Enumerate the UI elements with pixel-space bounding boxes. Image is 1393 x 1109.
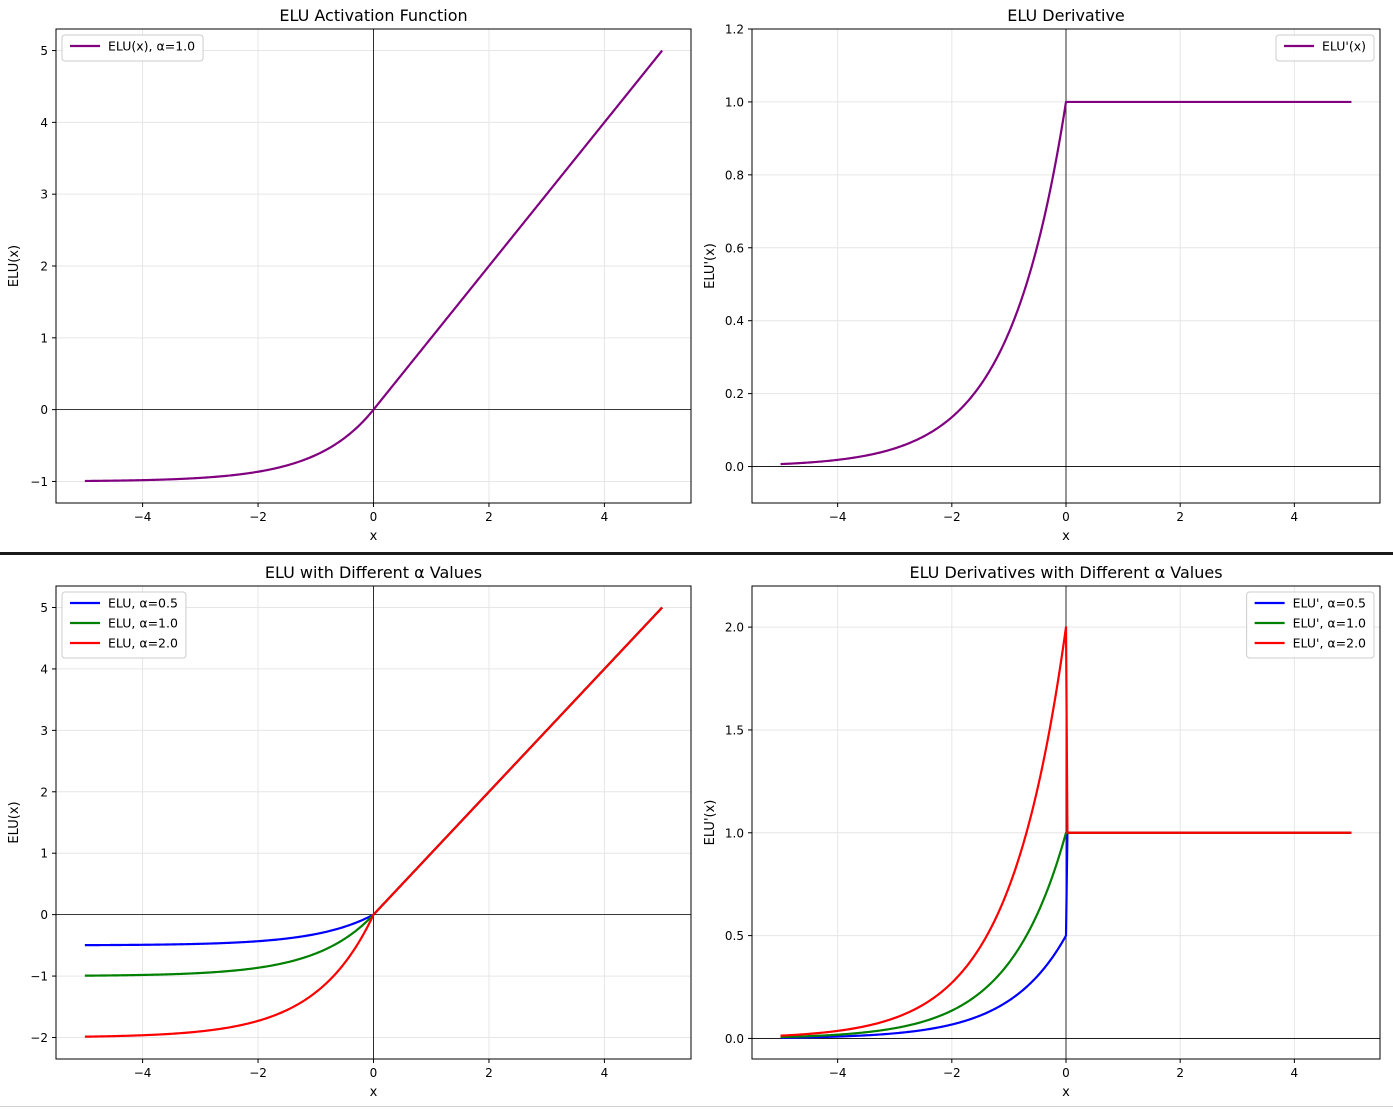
legend-label: ELU', α=0.5 xyxy=(1293,596,1366,611)
x-tick-label: 2 xyxy=(485,510,493,524)
chart-panel-3: −4 −2 0 2 4 −2 −1 0 1 2 3 4 5 ELU with Different α Va… xyxy=(7,563,692,1100)
y-tick-label: 2 xyxy=(40,785,48,799)
y-tick-label: 0.0 xyxy=(725,460,744,474)
legend: ELU', α=0.5 ELU', α=1.0 ELU', α=2.0 xyxy=(1246,591,1375,659)
legend-label: ELU, α=2.0 xyxy=(108,636,178,651)
y-tick-label: 1.5 xyxy=(725,723,744,737)
y-tick-label: 2 xyxy=(40,260,48,274)
x-tick-label: −4 xyxy=(829,510,847,524)
y-axis-label: ELU(x) xyxy=(7,801,22,843)
y-tick-label: 0.5 xyxy=(725,929,744,943)
series-line-3 xyxy=(84,606,663,1038)
panel-divider xyxy=(0,552,1393,555)
series-line-3 xyxy=(780,626,1352,1037)
legend: ELU'(x) xyxy=(1275,34,1375,62)
x-tick-label: −2 xyxy=(249,1066,267,1080)
x-tick-label: 4 xyxy=(601,510,609,524)
x-axis-label: x xyxy=(370,1085,378,1100)
bottom-rule xyxy=(0,1106,1393,1107)
x-axis-label: x xyxy=(1062,1085,1070,1100)
y-tick-label: 0.6 xyxy=(725,241,744,255)
x-tick-label: −4 xyxy=(134,1066,152,1080)
legend-label: ELU(x), α=1.0 xyxy=(108,39,195,54)
chart-title: ELU Derivatives with Different α Values xyxy=(909,563,1222,582)
x-tick-label: 2 xyxy=(1176,510,1184,524)
legend-label: ELU', α=2.0 xyxy=(1293,636,1366,651)
legend-label: ELU, α=0.5 xyxy=(108,596,178,611)
x-tick-label: 2 xyxy=(485,1066,493,1080)
y-tick-label: 1 xyxy=(40,331,48,345)
y-tick-label: 0 xyxy=(40,403,48,417)
x-axis-label: x xyxy=(370,529,378,544)
y-tick-label: 1.0 xyxy=(725,95,744,109)
y-tick-label: 0 xyxy=(40,908,48,922)
series-line-1 xyxy=(84,49,663,483)
y-tick-label: 4 xyxy=(40,662,48,676)
chart-panel-2: −4 −2 0 2 4 0.0 0.2 0.4 0.6 0.8 1.0 1.2 ELU Derivati… xyxy=(703,6,1381,544)
x-tick-label: 4 xyxy=(1291,510,1299,524)
legend-box xyxy=(61,34,204,62)
y-tick-label: 0.2 xyxy=(725,387,744,401)
legend: ELU(x), α=1.0 xyxy=(61,34,204,62)
y-tick-label: 0.0 xyxy=(725,1032,744,1046)
legend-box xyxy=(1246,591,1375,659)
chart-title: ELU Activation Function xyxy=(279,6,467,25)
y-tick-label: 0.4 xyxy=(725,314,744,328)
y-tick-label: −1 xyxy=(30,970,48,984)
x-tick-label: 0 xyxy=(370,510,378,524)
y-tick-label: 1 xyxy=(40,847,48,861)
y-axis-label: ELU'(x) xyxy=(703,800,718,846)
chart-title: ELU with Different α Values xyxy=(265,563,482,582)
y-tick-label: 0.8 xyxy=(725,168,744,182)
x-tick-label: −4 xyxy=(829,1066,847,1080)
x-tick-label: 4 xyxy=(1291,1066,1299,1080)
legend-label: ELU'(x) xyxy=(1322,39,1366,54)
y-tick-label: 3 xyxy=(40,724,48,738)
legend-box xyxy=(1275,34,1375,62)
x-tick-label: 0 xyxy=(1062,510,1070,524)
y-axis-label: ELU'(x) xyxy=(703,243,718,289)
legend-box xyxy=(61,591,187,659)
y-tick-label: 5 xyxy=(40,601,48,615)
x-axis-label: x xyxy=(1062,529,1070,544)
y-tick-label: −1 xyxy=(30,475,48,489)
legend-label: ELU, α=1.0 xyxy=(108,616,178,631)
x-tick-label: −2 xyxy=(943,1066,961,1080)
y-tick-label: 1.0 xyxy=(725,826,744,840)
x-tick-label: 4 xyxy=(601,1066,609,1080)
y-tick-label: 3 xyxy=(40,188,48,202)
legend: ELU, α=0.5 ELU, α=1.0 ELU, α=2.0 xyxy=(61,591,187,659)
y-axis-label: ELU(x) xyxy=(7,245,22,287)
chart-panel-1: −4 −2 0 2 4 −1 0 1 2 3 4 5 ELU Activation Function x E… xyxy=(7,6,692,544)
x-tick-label: 0 xyxy=(1062,1066,1070,1080)
chart-title: ELU Derivative xyxy=(1007,6,1125,25)
chart-panel-4: −4 −2 0 2 4 0.0 0.5 1.0 1.5 2.0 ELU Derivatives wi… xyxy=(703,563,1381,1100)
series-line-1 xyxy=(780,100,1352,466)
legend-label: ELU', α=1.0 xyxy=(1293,616,1366,631)
y-tick-label: 1.2 xyxy=(725,23,744,37)
x-tick-label: −4 xyxy=(134,510,152,524)
x-tick-label: −2 xyxy=(249,510,267,524)
x-tick-label: −2 xyxy=(943,510,961,524)
y-tick-label: 4 xyxy=(40,116,48,130)
x-tick-label: 2 xyxy=(1176,1066,1184,1080)
x-tick-label: 0 xyxy=(370,1066,378,1080)
y-tick-label: 2.0 xyxy=(725,621,744,635)
y-tick-label: 5 xyxy=(40,44,48,58)
y-tick-label: −2 xyxy=(30,1031,48,1045)
